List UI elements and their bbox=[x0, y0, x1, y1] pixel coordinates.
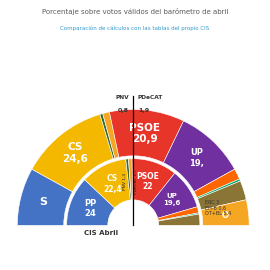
Text: EH-B 0,6: EH-B 0,6 bbox=[205, 205, 226, 210]
Wedge shape bbox=[158, 214, 200, 225]
Wedge shape bbox=[129, 159, 133, 200]
Text: O: O bbox=[222, 211, 229, 220]
Wedge shape bbox=[85, 159, 130, 208]
Text: PSOE
20,9: PSOE 20,9 bbox=[129, 123, 160, 144]
Wedge shape bbox=[163, 121, 235, 192]
Text: Porcentaje sobre votos válidos del barómetro de abril: Porcentaje sobre votos válidos del baróm… bbox=[42, 8, 228, 15]
Text: 0,8: 0,8 bbox=[118, 108, 129, 113]
Wedge shape bbox=[158, 207, 199, 221]
Text: PP
24: PP 24 bbox=[84, 199, 97, 218]
Wedge shape bbox=[100, 114, 115, 159]
Text: PDeCAT 1,7: PDeCAT 1,7 bbox=[134, 169, 138, 194]
Text: CS
24,6: CS 24,6 bbox=[62, 142, 88, 164]
Wedge shape bbox=[194, 169, 239, 198]
Wedge shape bbox=[126, 159, 131, 200]
Text: OT+BL 5,4: OT+BL 5,4 bbox=[205, 211, 231, 216]
Wedge shape bbox=[201, 200, 249, 225]
Text: PNV 1,3: PNV 1,3 bbox=[123, 173, 127, 190]
Text: CS
22,4: CS 22,4 bbox=[103, 174, 122, 194]
Wedge shape bbox=[103, 112, 119, 158]
Text: UP
19,: UP 19, bbox=[190, 148, 204, 168]
Wedge shape bbox=[67, 180, 115, 225]
Text: 1,9: 1,9 bbox=[138, 108, 149, 113]
Wedge shape bbox=[158, 213, 199, 221]
Text: S: S bbox=[39, 197, 48, 207]
Wedge shape bbox=[32, 114, 113, 192]
Text: CIS Abril: CIS Abril bbox=[84, 231, 118, 237]
Wedge shape bbox=[17, 169, 72, 225]
Wedge shape bbox=[132, 159, 175, 205]
Text: PSOE
22: PSOE 22 bbox=[137, 172, 160, 191]
Wedge shape bbox=[109, 109, 184, 163]
Text: PDeCAT: PDeCAT bbox=[138, 95, 163, 100]
Text: UP
19,6: UP 19,6 bbox=[163, 193, 180, 206]
Wedge shape bbox=[197, 179, 240, 199]
Text: Comparación de cálculos con las tablas del propio CIS: Comparación de cálculos con las tablas d… bbox=[60, 26, 210, 31]
Wedge shape bbox=[149, 173, 197, 218]
Wedge shape bbox=[197, 181, 246, 210]
Text: ERC 3: ERC 3 bbox=[205, 200, 219, 205]
Text: PNV: PNV bbox=[115, 95, 129, 100]
